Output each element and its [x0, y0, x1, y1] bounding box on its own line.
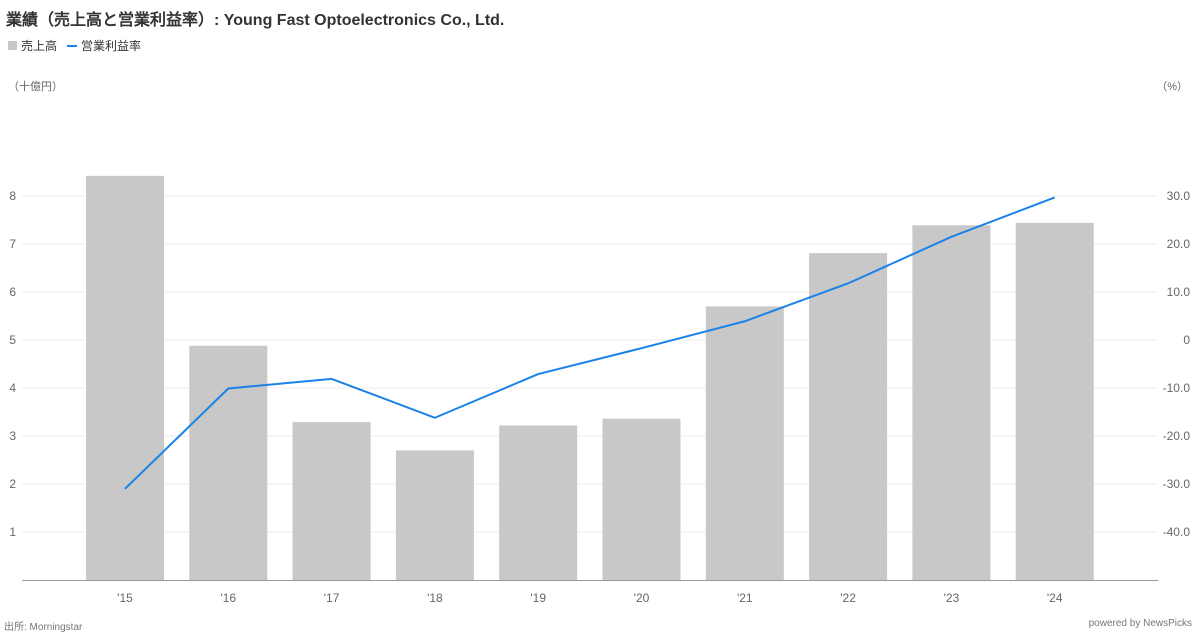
left-tick-label: 3	[9, 429, 16, 443]
x-tick-label: '21	[737, 591, 753, 605]
right-tick-label: -40.0	[1163, 525, 1191, 539]
x-tick-label: '23	[944, 591, 960, 605]
x-tick-label: '15	[117, 591, 133, 605]
bar	[809, 253, 887, 580]
bar	[1016, 223, 1094, 580]
left-tick-label: 5	[9, 333, 16, 347]
x-tick-label: '16	[220, 591, 236, 605]
bar	[912, 225, 990, 580]
bar	[396, 450, 474, 580]
right-tick-label: 20.0	[1167, 237, 1191, 251]
bar	[293, 422, 371, 580]
right-tick-label: 30.0	[1167, 189, 1191, 203]
left-tick-label: 1	[9, 525, 16, 539]
bar	[603, 419, 681, 580]
x-tick-label: '18	[427, 591, 443, 605]
source-note: 出所: Morningstar	[4, 618, 82, 633]
x-tick-label: '17	[324, 591, 340, 605]
bar	[499, 425, 577, 580]
left-tick-label: 4	[9, 381, 16, 395]
right-tick-label: 10.0	[1167, 285, 1191, 299]
bar	[86, 176, 164, 580]
x-tick-label: '20	[634, 591, 650, 605]
left-tick-label: 7	[9, 237, 16, 251]
right-tick-label: -10.0	[1163, 381, 1191, 395]
right-tick-label: -30.0	[1163, 477, 1191, 491]
powered-by: powered by NewsPicks	[1089, 618, 1192, 629]
right-tick-label: 0	[1183, 333, 1190, 347]
left-tick-label: 2	[9, 477, 16, 491]
left-tick-label: 8	[9, 189, 16, 203]
right-tick-label: -20.0	[1163, 429, 1191, 443]
bar	[706, 306, 784, 580]
x-tick-label: '19	[530, 591, 546, 605]
left-tick-label: 6	[9, 285, 16, 299]
bar	[189, 346, 267, 580]
x-tick-label: '22	[840, 591, 856, 605]
x-tick-label: '24	[1047, 591, 1063, 605]
